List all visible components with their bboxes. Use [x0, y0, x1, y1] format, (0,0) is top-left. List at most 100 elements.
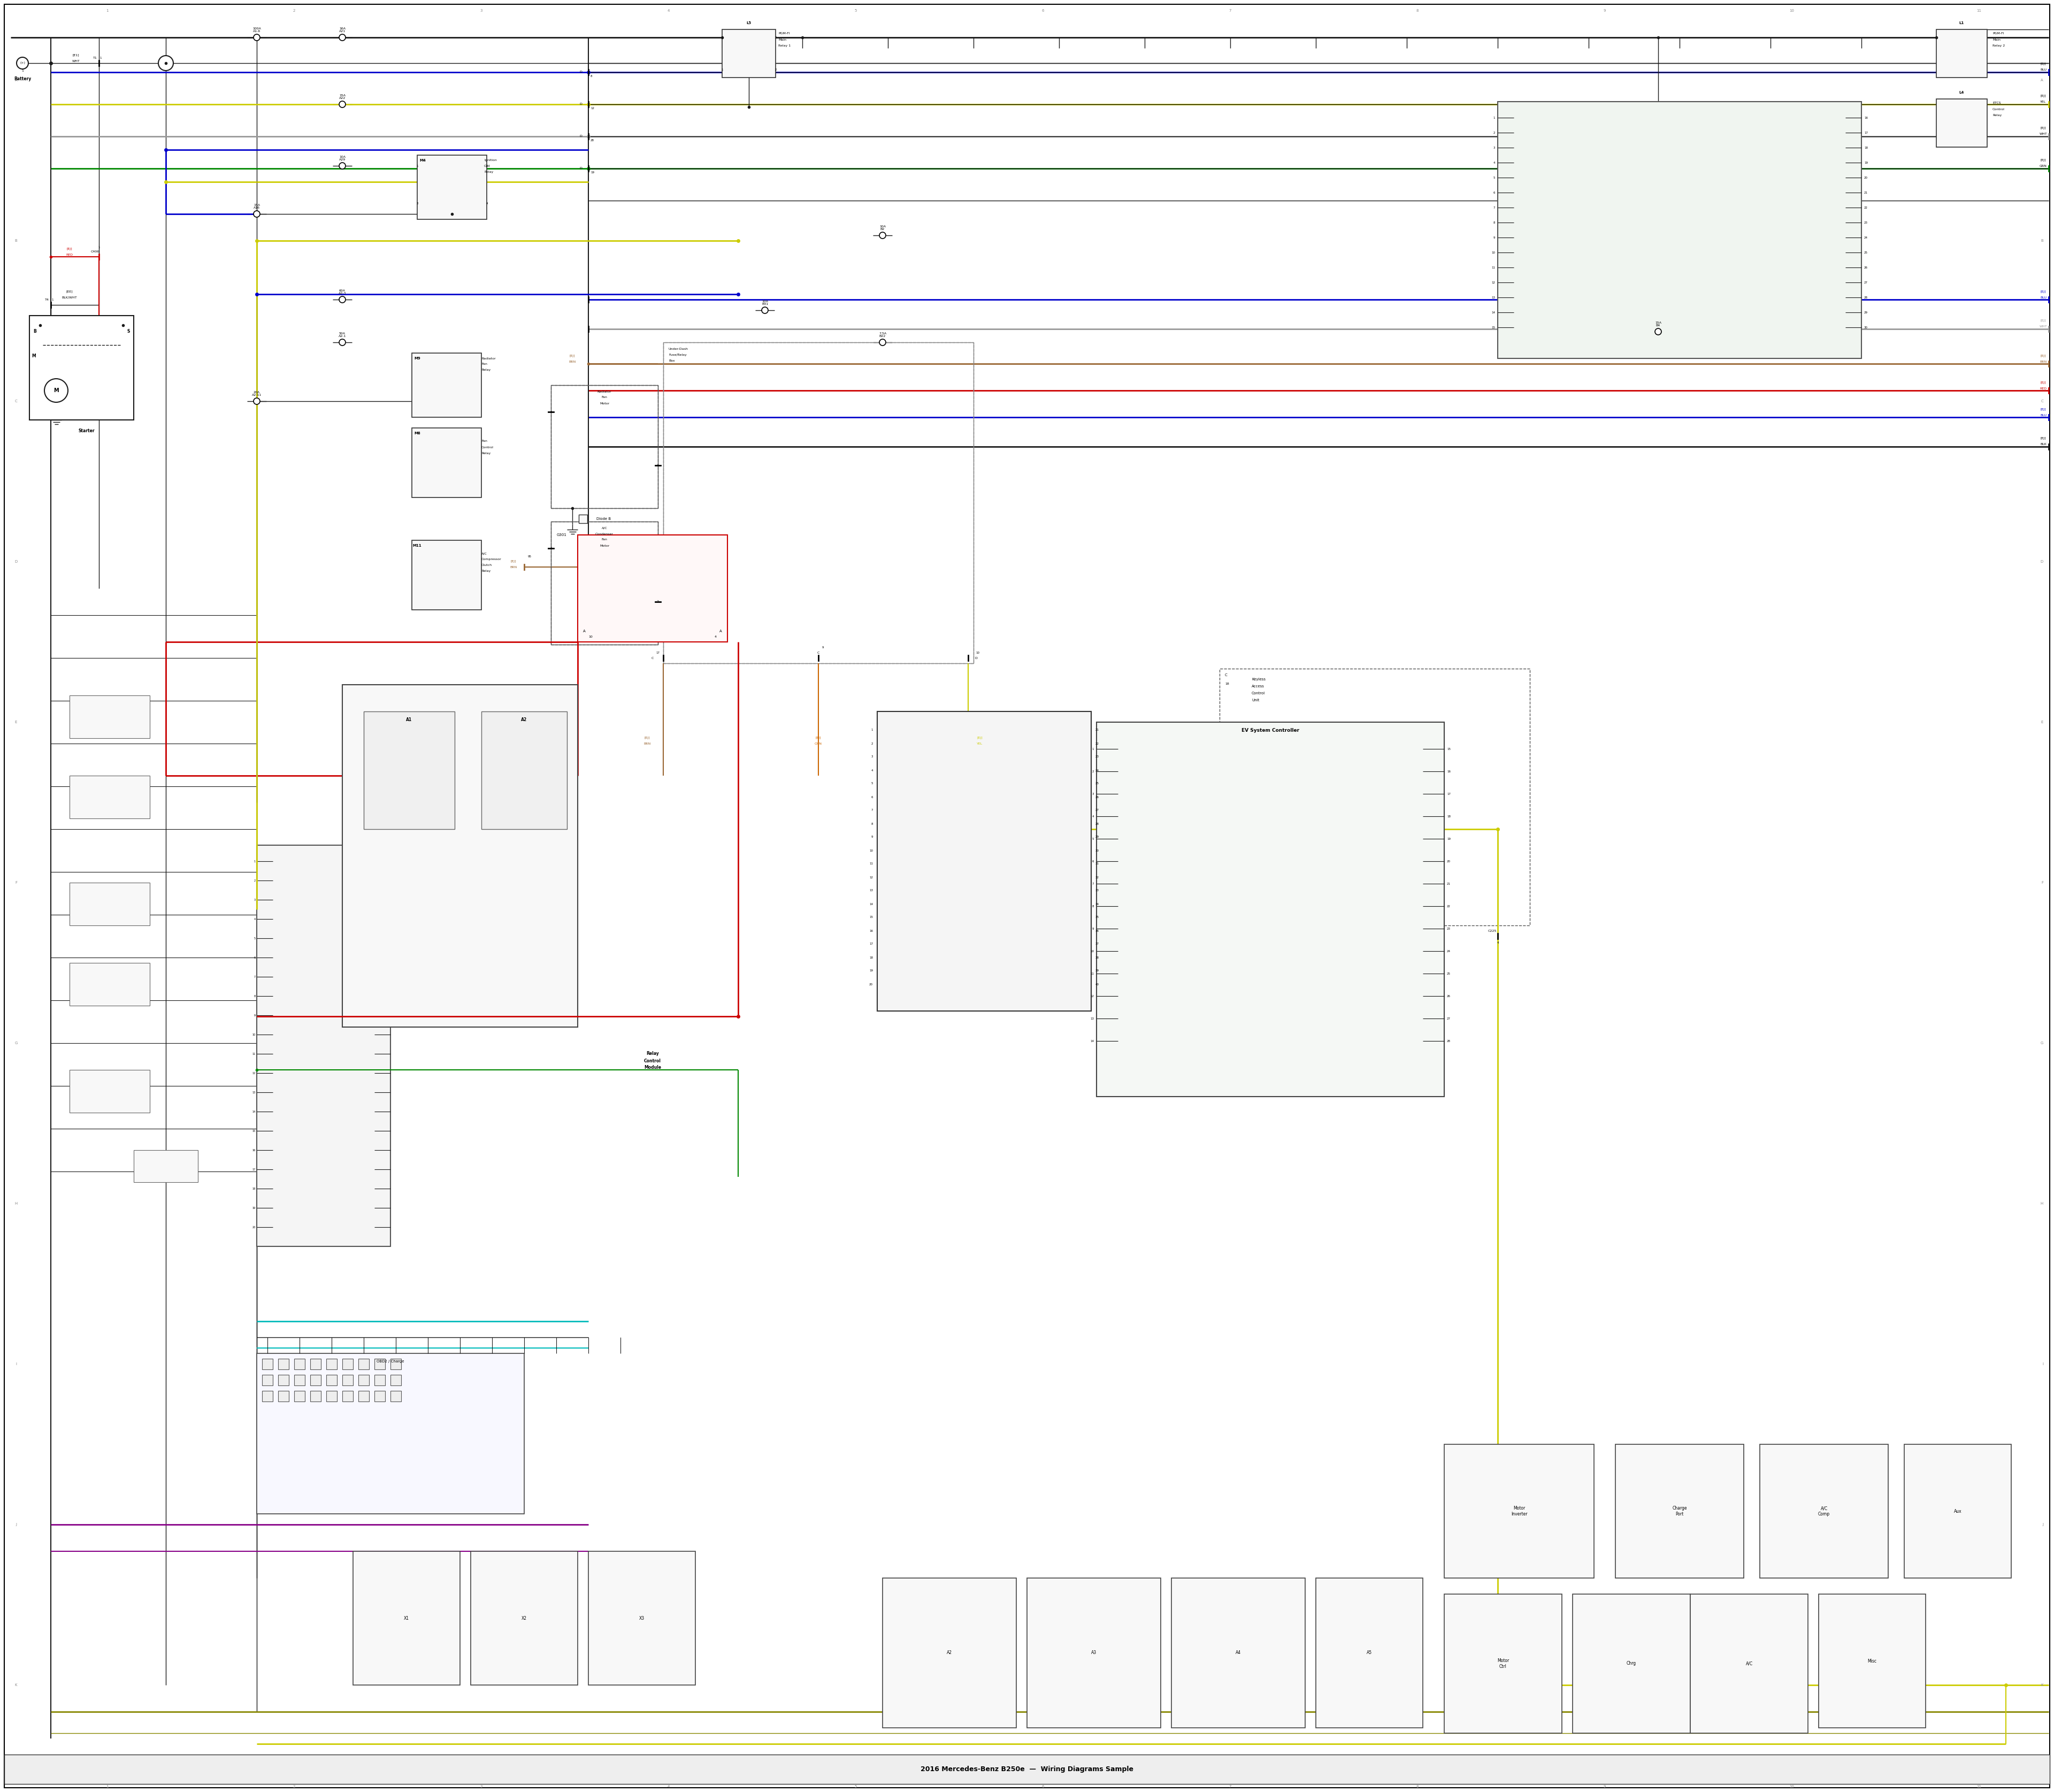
Text: 12: 12 [253, 1072, 255, 1075]
Bar [29, 315, 134, 419]
Text: BRN: BRN [643, 742, 651, 745]
Bar [357, 1391, 370, 1401]
Text: Relay 1: Relay 1 [778, 45, 791, 47]
Text: ETCS: ETCS [1992, 102, 2001, 104]
Text: C: C [817, 650, 820, 654]
Text: Under-Dash: Under-Dash [670, 348, 688, 349]
Bar [579, 514, 587, 523]
Text: A/C: A/C [602, 527, 608, 529]
Text: BRN: BRN [2040, 360, 2048, 364]
Text: 25: 25 [1095, 783, 1099, 785]
Text: 2: 2 [657, 464, 659, 466]
Text: 32: 32 [1095, 876, 1099, 878]
Text: A/C: A/C [481, 552, 487, 556]
Bar [374, 1391, 386, 1401]
Text: 17: 17 [1446, 792, 1450, 796]
Text: BLK/WHT: BLK/WHT [62, 296, 78, 299]
Bar [1614, 1444, 1744, 1579]
Text: 28: 28 [1865, 296, 1867, 299]
Text: RED: RED [66, 253, 74, 256]
Text: 29: 29 [1095, 835, 1099, 839]
Text: [E1]: [E1] [72, 54, 80, 56]
Text: Relay 2: Relay 2 [1992, 45, 2005, 47]
Text: 30: 30 [1865, 326, 1867, 328]
Text: [EJ]: [EJ] [2040, 409, 2046, 410]
Text: H: H [2040, 1202, 2044, 1206]
Text: Box: Box [670, 358, 676, 362]
Bar [310, 1391, 320, 1401]
Bar [353, 1552, 460, 1684]
Text: Motor: Motor [600, 545, 610, 547]
Text: [EJ]: [EJ] [2040, 437, 2046, 441]
Bar [70, 883, 150, 925]
Text: 28: 28 [592, 140, 594, 142]
Text: X1: X1 [405, 1616, 409, 1620]
Text: Charge
Port: Charge Port [1672, 1505, 1686, 1516]
Text: 22: 22 [1865, 206, 1867, 210]
Text: 17: 17 [655, 650, 659, 654]
Text: BLU: BLU [2040, 414, 2046, 416]
Text: ORN: ORN [815, 742, 822, 745]
Text: Motor
Ctrl: Motor Ctrl [1497, 1658, 1510, 1668]
Text: 16: 16 [1865, 116, 1867, 118]
Text: D: D [976, 656, 978, 659]
Text: Misc: Misc [1867, 1659, 1877, 1663]
Bar [413, 428, 481, 498]
Bar [390, 1391, 401, 1401]
Text: Fan: Fan [481, 364, 487, 366]
Text: Chrg: Chrg [1627, 1661, 1637, 1667]
Text: A5: A5 [1366, 1650, 1372, 1656]
Bar [663, 342, 974, 663]
Text: C225: C225 [1487, 930, 1497, 932]
Text: K: K [14, 1683, 16, 1686]
Text: [EJ]: [EJ] [2040, 127, 2046, 129]
Text: 95: 95 [528, 556, 532, 557]
Text: 24: 24 [1865, 237, 1867, 238]
Text: M11: M11 [413, 545, 421, 547]
Circle shape [762, 306, 768, 314]
Text: 20: 20 [1446, 860, 1450, 862]
Text: Control: Control [645, 1059, 661, 1063]
Text: 20A
A2-11: 20A A2-11 [253, 391, 261, 396]
Text: BRN: BRN [569, 360, 575, 364]
Bar [1444, 1444, 1594, 1579]
Text: 21: 21 [1095, 729, 1099, 731]
Text: 9: 9 [1604, 1785, 1606, 1788]
Text: WHT: WHT [2040, 133, 2048, 136]
Bar [263, 1374, 273, 1385]
Text: [EJ]: [EJ] [815, 737, 822, 740]
Bar [1690, 1595, 1808, 1733]
Text: 1: 1 [21, 70, 23, 72]
Bar [257, 846, 390, 1247]
Text: 14: 14 [1091, 1039, 1095, 1043]
Text: Module: Module [645, 1064, 661, 1070]
Text: F: F [14, 882, 16, 883]
Text: Radiator: Radiator [598, 391, 612, 392]
Text: BRN: BRN [509, 566, 518, 568]
Bar [357, 1374, 370, 1385]
Text: D: D [579, 134, 581, 138]
Text: Fuse/Relay: Fuse/Relay [670, 353, 686, 357]
Circle shape [1656, 328, 1662, 335]
Text: 36: 36 [1095, 930, 1099, 932]
Text: T4: T4 [45, 297, 49, 301]
Circle shape [879, 233, 885, 238]
Text: M9: M9 [415, 357, 421, 360]
Text: A/C: A/C [1746, 1661, 1752, 1667]
Text: (+): (+) [21, 61, 25, 65]
Text: Unit: Unit [1251, 699, 1259, 702]
Text: C: C [1224, 674, 1228, 677]
Bar [723, 29, 776, 77]
Text: YEL: YEL [2040, 100, 2046, 104]
Text: Coil: Coil [485, 165, 491, 168]
Text: [EJ]: [EJ] [2040, 159, 2046, 161]
Text: PGM-FI: PGM-FI [1992, 32, 2005, 36]
Bar [1097, 722, 1444, 1097]
Text: 16A
A21: 16A A21 [339, 27, 345, 32]
Text: 11: 11 [1491, 267, 1495, 269]
Bar [343, 685, 577, 1027]
Text: E: E [14, 720, 16, 724]
Bar [364, 711, 454, 830]
Text: 15: 15 [1446, 747, 1450, 751]
Bar [343, 1374, 353, 1385]
